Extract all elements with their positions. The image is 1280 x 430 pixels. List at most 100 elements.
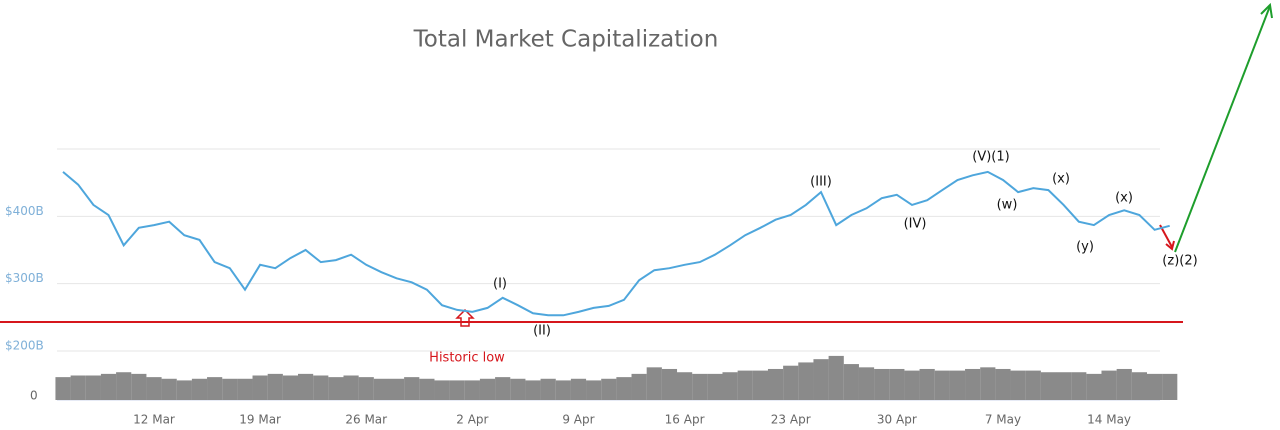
volume-bar (858, 367, 875, 400)
volume-bar (843, 364, 859, 400)
wave-label: (y) (1076, 240, 1094, 255)
down-arrow-head (1165, 240, 1175, 251)
volume-bar (525, 380, 541, 400)
volume-bar (904, 370, 920, 400)
volume-bar (919, 368, 935, 400)
volume-bar (313, 375, 329, 400)
volume-bar (55, 377, 71, 400)
price-line (62, 170, 1170, 317)
wave-label: (V)(1) (972, 150, 1009, 165)
volume-bar (479, 378, 496, 400)
volume-bar (631, 373, 647, 400)
wave-label: (IV) (904, 217, 927, 232)
volume-bar (464, 380, 480, 400)
volume-bar (358, 377, 374, 400)
volume-bar (388, 378, 405, 400)
volume-bar (161, 378, 177, 400)
volume-bar (540, 378, 556, 400)
y-tick-label: $400B (5, 204, 44, 218)
x-tick-label: 19 Mar (239, 413, 281, 427)
volume-bar (783, 365, 799, 400)
volume-bar (737, 370, 753, 400)
volume-tick-label: 0 (30, 389, 38, 403)
x-tick-label: 23 Apr (771, 413, 811, 427)
volume-bar (601, 378, 617, 400)
volume-bar (1086, 373, 1102, 400)
x-tick-label: 14 May (1087, 413, 1131, 427)
x-tick-label: 2 Apr (456, 413, 488, 427)
chart-title: Total Market Capitalization (413, 27, 719, 53)
volume-bar (570, 378, 587, 400)
volume-bar (1071, 372, 1087, 400)
volume-bar (616, 377, 632, 400)
volume-bar (767, 368, 784, 400)
volume-bar (70, 375, 86, 400)
volume-bar (146, 377, 162, 400)
volume-bar (419, 378, 435, 400)
volume-bar (798, 362, 814, 400)
volume-bar (116, 372, 132, 400)
volume-bar (949, 370, 966, 400)
volume-bar (677, 372, 693, 400)
wave-label: (x) (1115, 191, 1133, 206)
historic-low-label: Historic low (429, 351, 505, 366)
volume-bar (222, 378, 238, 400)
x-tick-label: 7 May (985, 413, 1021, 427)
wave-label: (x) (1052, 172, 1070, 187)
x-tick-label: 12 Mar (133, 413, 175, 427)
volume-bar (980, 367, 996, 400)
volume-bar (252, 375, 268, 400)
volume-bar (1025, 370, 1041, 400)
volume-bar (131, 373, 147, 400)
volume-bar (343, 375, 359, 400)
volume-bar (1056, 372, 1072, 400)
volume-bar (176, 380, 192, 400)
volume-bar (1131, 372, 1147, 400)
y-tick-label: $200B (5, 339, 44, 353)
volume-bar (1101, 370, 1117, 400)
volume-bar (995, 368, 1011, 400)
volume-bar (722, 372, 738, 400)
wave-label: (z)(2) (1162, 254, 1197, 269)
volume-bar (191, 378, 208, 400)
volume-bar (934, 370, 950, 400)
volume-bar (495, 377, 511, 400)
volume-bar (434, 380, 450, 400)
volume-bar (889, 368, 905, 400)
volume-bar (874, 368, 890, 400)
volume-bar (661, 368, 678, 400)
volume-bar (965, 368, 981, 400)
volume-bar (1162, 373, 1178, 400)
volume-bar (1116, 368, 1132, 400)
volume-bar (328, 377, 344, 400)
volume-bar (707, 373, 723, 400)
volume-bar (1040, 372, 1057, 400)
x-tick-label: 16 Apr (665, 413, 705, 427)
volume-bar (586, 380, 602, 400)
volume-bar (298, 373, 314, 400)
y-tick-label: $300B (5, 271, 44, 285)
volume-bar (267, 373, 283, 400)
wave-label: (III) (810, 175, 832, 190)
volume-bar (404, 377, 420, 400)
volume-bar (646, 367, 662, 400)
wave-label: (II) (533, 324, 551, 339)
wave-label: (I) (493, 277, 507, 292)
volume-bar (692, 373, 708, 400)
volume-bar (1146, 373, 1163, 400)
volume-bar (828, 355, 844, 400)
volume-bar (449, 380, 465, 400)
volume-bar (237, 378, 253, 400)
volume-bar (100, 373, 117, 400)
volume-bar (555, 380, 571, 400)
up-arrow (1174, 5, 1271, 253)
x-tick-label: 9 Apr (562, 413, 594, 427)
x-tick-label: 26 Mar (345, 413, 387, 427)
x-tick-label: 30 Apr (877, 413, 917, 427)
volume-bar (207, 377, 223, 400)
volume-bar (752, 370, 768, 400)
volume-bar (373, 378, 389, 400)
volume-bar (85, 375, 101, 400)
wave-label: (w) (997, 198, 1018, 213)
